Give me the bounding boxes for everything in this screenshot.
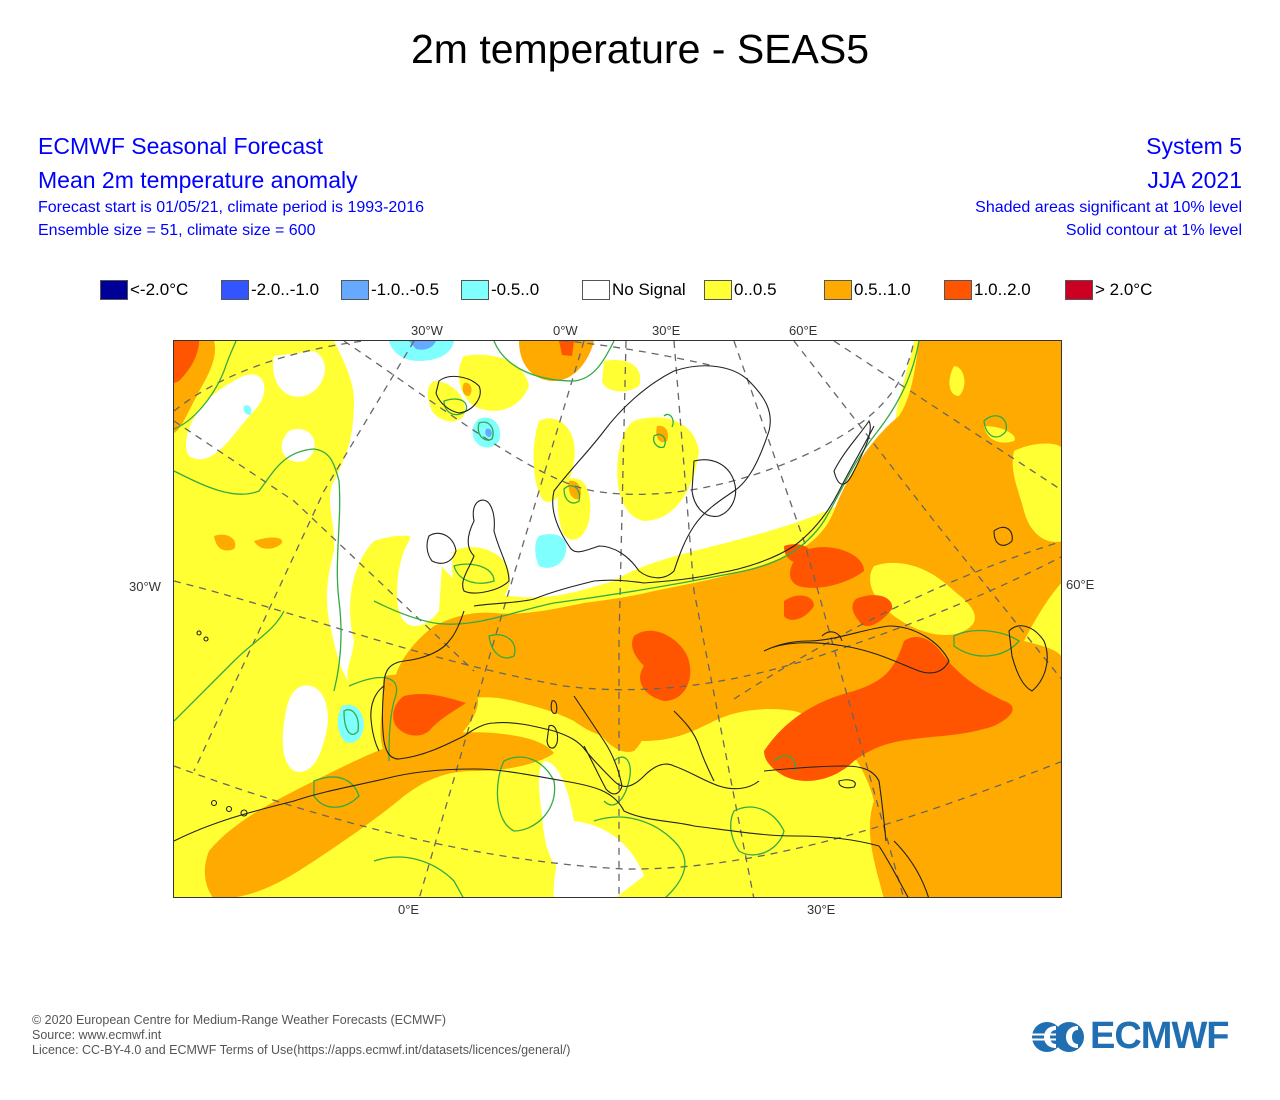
legend-swatch bbox=[221, 280, 249, 300]
legend-label: 0.5..1.0 bbox=[854, 280, 911, 299]
legend-item: -0.5..0 bbox=[461, 278, 539, 302]
legend-item: 0.5..1.0 bbox=[824, 278, 911, 302]
footer-copyright: © 2020 European Centre for Medium-Range … bbox=[32, 1013, 447, 1027]
ecmwf-logo: ECMWF bbox=[1030, 1015, 1230, 1058]
legend-item: 1.0..2.0 bbox=[944, 278, 1031, 302]
legend-swatch bbox=[582, 280, 610, 300]
legend-swatch bbox=[100, 280, 128, 300]
footer-licence: Licence: CC-BY-4.0 and ECMWF Terms of Us… bbox=[32, 1043, 571, 1057]
map-canvas bbox=[174, 341, 1061, 897]
legend-item: <-2.0°C bbox=[100, 278, 188, 302]
legend-label: No Signal bbox=[612, 280, 686, 299]
legend-label: 0..0.5 bbox=[734, 280, 777, 299]
header-variable: Mean 2m temperature anomaly bbox=[38, 167, 358, 193]
legend-label: -2.0..-1.0 bbox=[251, 280, 320, 299]
ecmwf-logo-icon bbox=[1030, 1021, 1084, 1052]
logo-text: ECMWF bbox=[1090, 1015, 1230, 1057]
legend-swatch bbox=[704, 280, 732, 300]
legend-label: -1.0..-0.5 bbox=[371, 280, 440, 299]
header-significance-shaded: Shaded areas significant at 10% level bbox=[975, 199, 1242, 216]
header-system: System 5 bbox=[1146, 133, 1242, 159]
legend-swatch bbox=[1065, 280, 1093, 300]
anomaly-map bbox=[173, 340, 1062, 898]
axis-label-left-30w: 30°W bbox=[129, 579, 161, 594]
header-forecast-start: Forecast start is 01/05/21, climate peri… bbox=[38, 199, 424, 216]
legend-swatch bbox=[824, 280, 852, 300]
footer-credits: © 2020 European Centre for Medium-Range … bbox=[32, 1013, 570, 1058]
header-ensemble-size: Ensemble size = 51, climate size = 600 bbox=[38, 222, 316, 239]
axis-label-bottom-30e: 30°E bbox=[807, 902, 836, 917]
legend-label: <-2.0°C bbox=[130, 280, 189, 299]
axis-label-right-60e: 60°E bbox=[1066, 577, 1095, 592]
legend-item: -1.0..-0.5 bbox=[341, 278, 439, 302]
legend-swatch bbox=[944, 280, 972, 300]
legend-swatch bbox=[341, 280, 369, 300]
legend-label: -0.5..0 bbox=[491, 280, 540, 299]
legend-label: 1.0..2.0 bbox=[974, 280, 1031, 299]
legend-item: 0..0.5 bbox=[704, 278, 777, 302]
legend-item: > 2.0°C bbox=[1065, 278, 1152, 302]
header-source: ECMWF Seasonal Forecast bbox=[38, 133, 324, 159]
axis-label-bottom-0e: 0°E bbox=[398, 902, 420, 917]
axis-label-top-30w: 30°W bbox=[411, 323, 443, 338]
legend-swatch bbox=[461, 280, 489, 300]
legend-item: -2.0..-1.0 bbox=[221, 278, 319, 302]
axis-label-top-60e: 60°E bbox=[789, 323, 818, 338]
legend-item: No Signal bbox=[582, 278, 686, 302]
legend-label: > 2.0°C bbox=[1095, 280, 1153, 299]
header-significance-contour: Solid contour at 1% level bbox=[1065, 222, 1242, 239]
footer-source: Source: www.ecmwf.int bbox=[32, 1028, 162, 1042]
axis-label-top-30e: 30°E bbox=[652, 323, 681, 338]
axis-label-top-0w: 0°W bbox=[553, 323, 578, 338]
header-season: JJA 2021 bbox=[1147, 167, 1242, 193]
chart-title: 2m temperature - SEAS5 bbox=[410, 26, 870, 72]
